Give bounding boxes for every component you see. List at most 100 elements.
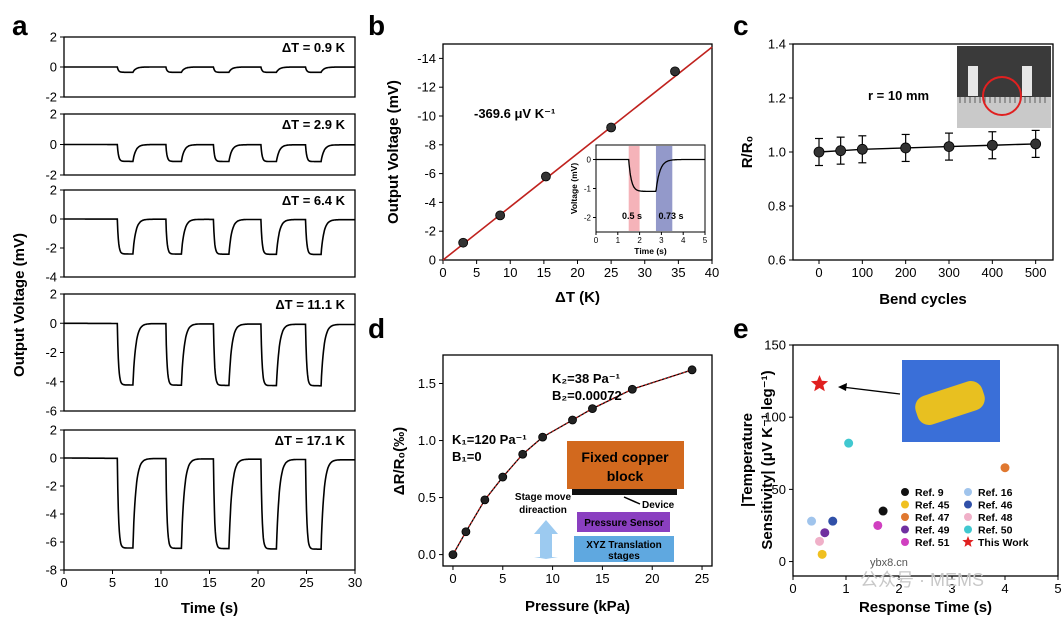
panel-e-point: [844, 438, 854, 448]
panel-e-y-tick-label: 50: [772, 482, 786, 497]
panel-b-inset-x-tick-label: 5: [703, 236, 708, 245]
panel-d-x-tick-label: 25: [695, 571, 709, 586]
panel-e-point: [807, 516, 817, 526]
panel-c-point: [835, 145, 847, 157]
panel-d-fit1-k: K₁=120 Pa⁻¹: [452, 432, 527, 447]
panel-e-legend-label: Ref. 51: [915, 537, 950, 549]
panel-e-arrow: [841, 386, 901, 395]
panel-e-legend-label: Ref. 50: [978, 525, 1013, 537]
panel-a-series-label: ΔT = 2.9 K: [282, 117, 346, 132]
panel-e-point: [820, 528, 830, 538]
panel-a-series-label: ΔT = 0.9 K: [282, 40, 346, 55]
panel-b-point: [458, 237, 469, 248]
panel-d-y-tick-label: 0.0: [418, 547, 436, 562]
panel-c-point: [1030, 138, 1042, 150]
panel-label-d: d: [368, 313, 385, 344]
panel-a-y-tick-label: 0: [50, 60, 57, 75]
panel-b-inset-fall-label: 0.5 s: [622, 211, 642, 221]
panel-b-inset-x-tick-label: 3: [659, 236, 664, 245]
panel-d-point: [448, 550, 458, 559]
panel-b-y-tick-label: 0: [429, 253, 436, 268]
panel-c-y-tick-label: 0.8: [768, 199, 786, 214]
panel-d-point: [480, 495, 490, 505]
panel-e-point: [817, 549, 827, 559]
panel-b-inset-x-tick-label: 4: [681, 236, 686, 245]
panel-d-sensor-label: Pressure Sensor: [584, 518, 664, 529]
panel-a-y-tick-label: -2: [45, 168, 57, 183]
panel-c-point: [943, 141, 955, 153]
panel-e-legend-marker: [901, 500, 909, 509]
watermark-text: 公众号 · MEMS: [860, 570, 984, 590]
panel-e-x-tick-label: 1: [842, 581, 849, 596]
panel-a-trace: [64, 66, 355, 74]
panel-d-point: [518, 449, 528, 459]
panel-a-x-tick-label: 25: [299, 575, 313, 590]
panel-c-photo-clamp: [968, 66, 978, 96]
panel-d-stage: [574, 536, 674, 562]
panel-e-x-tick-label: 5: [1054, 581, 1061, 596]
panel-d-fit2-b: B₂=0.00072: [552, 388, 622, 403]
panel-b-fit-line: [442, 46, 713, 261]
panel-a-x-tick-label: 5: [109, 575, 116, 590]
panel-c-point: [813, 146, 825, 158]
panel-b-inset-y-tick-label: -2: [584, 214, 592, 223]
panel-a-trace: [64, 218, 355, 256]
panel-b-inset-ylabel: Voltage (mV): [569, 163, 579, 214]
panel-b-point: [495, 210, 506, 221]
panel-a-y-tick-label: 2: [50, 107, 57, 122]
panel-label-b: b: [368, 10, 385, 41]
panel-b-y-tick-label: -8: [424, 137, 436, 152]
panel-d-x-tick-label: 20: [645, 571, 659, 586]
panel-b-x-tick-label: 35: [671, 265, 685, 280]
panel-b-annotation: -369.6 μV K⁻¹: [474, 106, 555, 121]
panel-e-y-tick-label: 0: [779, 554, 786, 569]
panel-b-inset-fall-band: [628, 146, 640, 231]
panel-b-inset-frame: [595, 144, 706, 233]
panel-c-ylabel: R/R₀: [739, 136, 756, 169]
panel-e-x-tick-label: 4: [1001, 581, 1008, 596]
panel-e-legend-marker: [964, 500, 972, 509]
panel-d-fit-line: [452, 369, 693, 555]
panel-d-fit2-k: K₂=38 Pa⁻¹: [552, 371, 620, 386]
panel-e-ylabel-1: |Temperature: [739, 413, 756, 507]
panel-d-y-tick-label: 1.5: [418, 376, 436, 391]
panel-c-photo-ruler: [957, 97, 1051, 128]
panel-a-y-tick-label: 2: [50, 287, 57, 302]
panel-e-legend-label: Ref. 45: [915, 500, 950, 512]
panel-c-annotation: r = 10 mm: [868, 88, 929, 103]
panel-e-y-tick-label: 100: [764, 410, 786, 425]
panel-b-inset-x-tick-label: 0: [594, 236, 599, 245]
panel-e-point: [1000, 463, 1010, 473]
panel-d-point: [538, 432, 548, 442]
watermark-url: ybx8.cn: [870, 557, 908, 569]
panel-e-legend-label: Ref. 46: [978, 500, 1013, 512]
panel-e-legend-label: Ref. 9: [915, 487, 944, 499]
panel-a-x-tick-label: 10: [154, 575, 168, 590]
panel-d-move-arrow-shaft: [540, 534, 552, 558]
panel-b-inset-x-tick-label: 2: [637, 236, 642, 245]
panel-b-point: [606, 122, 617, 133]
panel-label-a: a: [12, 10, 28, 41]
panel-c-x-tick-label: 300: [938, 265, 960, 280]
panel-a-y-tick-label: 0: [50, 212, 57, 227]
panel-c-point: [986, 139, 998, 151]
panel-e-frame: [792, 344, 1059, 577]
panel-a-y-tick-label: 0: [50, 137, 57, 152]
panel-d-move-label-2: direaction: [519, 505, 567, 516]
panel-e-point: [815, 536, 824, 546]
panel-e-arrow-head: [838, 383, 847, 391]
panel-b-inset-trace: [596, 158, 705, 193]
panel-a-y-tick-label: -6: [45, 404, 57, 419]
panel-c-y-tick-label: 0.6: [768, 253, 786, 268]
panel-e-point-star: [810, 375, 829, 392]
panel-a-series-label: ΔT = 6.4 K: [282, 193, 346, 208]
panel-c-y-tick-label: 1.4: [768, 37, 786, 52]
panel-b-inset-rise-label: 0.73 s: [658, 211, 683, 221]
panel-b-x-tick-label: 30: [638, 265, 652, 280]
panel-d-point: [588, 404, 597, 414]
panel-e-x-tick-label: 2: [895, 581, 902, 596]
panel-a-ylabel: Output Voltage (mV): [11, 233, 28, 377]
panel-a-y-tick-label: 2: [50, 30, 57, 45]
panel-d-y-tick-label: 0.5: [418, 490, 436, 505]
panel-a-frame: [63, 189, 356, 278]
